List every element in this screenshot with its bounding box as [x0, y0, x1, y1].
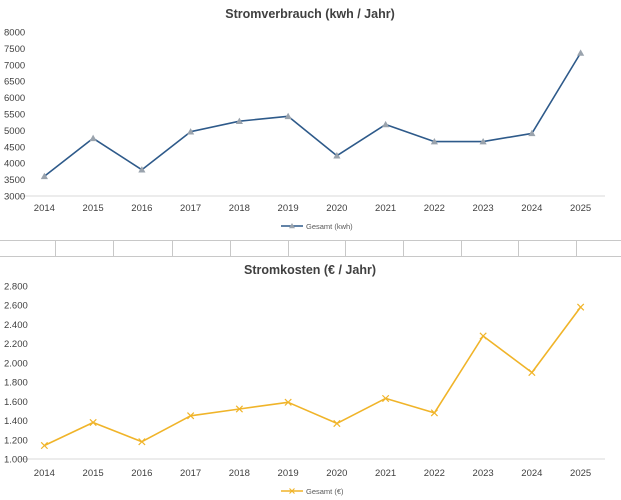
series-line [43, 52, 582, 177]
spreadsheet-gridlines [0, 240, 621, 257]
data-point [577, 49, 585, 56]
chart-title: Stromverbrauch (kwh / Jahr) [225, 7, 395, 21]
data-point [138, 166, 146, 173]
legend-marker [289, 488, 295, 494]
data-point [528, 368, 536, 377]
x-tick-label: 2017 [180, 203, 201, 214]
y-tick-label: 3500 [4, 175, 25, 186]
x-tick-label: 2016 [131, 203, 152, 214]
chart-title: Stromkosten (€ / Jahr) [244, 263, 376, 277]
kwh-line-chart: Stromverbrauch (kwh / Jahr) 3000 3500 4000… [4, 7, 605, 231]
y-tick-label: 2.200 [4, 339, 28, 350]
y-tick-label: 1.000 [4, 455, 28, 466]
y-tick-label: 5000 [4, 126, 25, 137]
data-point [577, 303, 585, 311]
x-tick-label: 2023 [473, 203, 494, 214]
y-tick-label: 2.000 [4, 358, 28, 369]
y-tick-label: 7500 [4, 44, 25, 55]
y-tick-label: 2.800 [4, 282, 28, 293]
plot-area: 1.000 1.200 1.400 1.600 1.800 2.000 2.200 2.400… [4, 282, 605, 496]
x-tick-label: 2021 [375, 203, 396, 214]
data-point [187, 412, 195, 420]
plot-area: 3000 3500 4000 4500 5000 5500 6000 6500 7000 7500… [4, 28, 605, 231]
data-point [89, 418, 97, 427]
data-point [89, 134, 97, 142]
x-tick-label: 2016 [131, 468, 152, 479]
legend-label: Gesamt (kwh) [306, 222, 353, 231]
x-tick-label: 2024 [521, 468, 542, 479]
data-point [235, 405, 243, 413]
x-tick-label: 2022 [424, 468, 445, 479]
x-tick-label: 2025 [570, 203, 591, 214]
data-point [138, 438, 146, 446]
y-tick-label: 4500 [4, 142, 25, 153]
x-tick-label: 2022 [424, 203, 445, 214]
y-tick-label: 3000 [4, 192, 25, 203]
x-tick-label: 2014 [34, 203, 55, 214]
y-tick-label: 5500 [4, 110, 25, 121]
data-point [235, 117, 243, 125]
x-tick-label: 2021 [375, 468, 396, 479]
x-tick-label: 2020 [326, 203, 347, 214]
data-point [528, 129, 536, 137]
data-point [40, 172, 48, 180]
x-tick-label: 2018 [229, 203, 250, 214]
data-point [284, 112, 292, 120]
x-tick-label: 2020 [326, 468, 347, 479]
x-tick-label: 2017 [180, 468, 201, 479]
x-tick-label: 2023 [473, 468, 494, 479]
x-tick-label: 2024 [521, 203, 542, 214]
data-point [479, 137, 487, 145]
data-point [284, 398, 292, 406]
data-point [40, 441, 48, 450]
y-tick-label: 1.400 [4, 416, 28, 427]
legend-label: Gesamt (€) [306, 487, 344, 496]
data-point [187, 128, 195, 135]
y-tick-label: 4000 [4, 159, 25, 170]
x-tick-label: 2014 [34, 468, 55, 479]
y-tick-label: 6000 [4, 93, 25, 104]
legend: Gesamt (kwh) [281, 222, 353, 231]
data-point [333, 152, 341, 159]
legend-marker [289, 223, 295, 229]
y-tick-label: 8000 [4, 28, 25, 39]
x-tick-label: 2019 [278, 468, 299, 479]
data-point [382, 120, 390, 128]
y-tick-label: 1.800 [4, 378, 28, 389]
y-tick-label: 2.600 [4, 301, 28, 312]
y-tick-label: 2.400 [4, 320, 28, 331]
y-tick-label: 6500 [4, 77, 25, 88]
x-tick-label: 2025 [570, 468, 591, 479]
data-point [382, 394, 390, 403]
data-point [333, 419, 341, 428]
y-tick-label: 7000 [4, 60, 25, 71]
data-point [430, 409, 438, 417]
cost-line-chart: Stromkosten (€ / Jahr) 1.0001.2001.4001.… [4, 263, 605, 496]
series-line [44, 306, 582, 447]
data-point [479, 332, 487, 340]
legend: Gesamt (€) [281, 487, 344, 496]
x-tick-label: 2015 [83, 203, 104, 214]
x-tick-label: 2019 [278, 203, 299, 214]
y-tick-label: 1.600 [4, 397, 28, 408]
y-tick-label: 1.200 [4, 435, 28, 446]
data-point [430, 137, 438, 145]
x-tick-label: 2018 [229, 468, 250, 479]
x-tick-label: 2015 [83, 468, 104, 479]
